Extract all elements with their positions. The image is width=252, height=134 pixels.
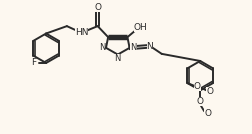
Text: N: N [146, 42, 153, 51]
Text: O: O [94, 3, 101, 12]
Text: O: O [193, 82, 200, 91]
Text: F: F [31, 58, 36, 68]
Text: N: N [114, 54, 120, 63]
Text: OH: OH [133, 23, 147, 32]
Text: O: O [205, 87, 212, 96]
Text: N: N [99, 43, 105, 52]
Text: HN: HN [75, 28, 88, 37]
Text: O: O [196, 97, 203, 106]
Text: N: N [130, 43, 136, 52]
Text: O: O [203, 109, 210, 118]
